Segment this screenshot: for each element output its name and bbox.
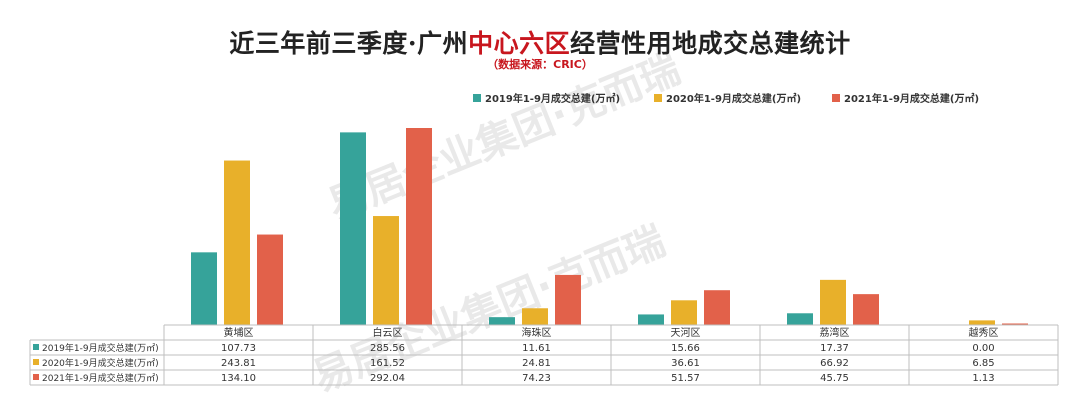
category-label: 黄埔区 [224, 326, 254, 339]
chart-title: 近三年前三季度·广州中心六区经营性用地成交总建统计 [0, 24, 1080, 60]
table-row-label: 2020年1-9月成交总建(万㎡) [42, 357, 159, 369]
bar [969, 320, 995, 325]
bar [1002, 323, 1028, 325]
data-label: 1.13 [972, 373, 994, 384]
data-table: 黄埔区 白云区 海珠区 天河区 荔湾区 越秀区 2019年1-9月成交总建(万㎡) 107.7… [29, 324, 1059, 386]
category-label: 荔湾区 [820, 326, 850, 339]
bar [787, 313, 813, 325]
data-label: 0.00 [972, 343, 994, 354]
table-row-label: 2021年1-9月成交总建(万㎡) [42, 372, 159, 384]
data-label: 161.52 [370, 358, 405, 369]
data-label: 36.61 [671, 358, 700, 369]
legend-swatch [473, 94, 481, 102]
data-label: 66.92 [820, 358, 849, 369]
bar [555, 274, 581, 325]
data-label: 45.75 [820, 373, 849, 384]
data-label: 134.10 [221, 373, 256, 384]
data-label: 17.37 [820, 343, 849, 354]
legend-label: 2020年1-9月成交总建(万㎡) [666, 92, 801, 105]
bar [406, 128, 432, 325]
data-label: 51.57 [671, 373, 700, 384]
bar [671, 300, 697, 325]
category-label: 海珠区 [522, 326, 552, 339]
data-label: 285.56 [370, 343, 405, 354]
bar [522, 308, 548, 325]
data-label: 74.23 [522, 373, 551, 384]
bars [191, 128, 1028, 325]
table-legend-swatch [33, 359, 39, 365]
data-label: 24.81 [522, 358, 551, 369]
title-prefix: 近三年前三季度·广州 [229, 29, 469, 58]
legend-swatch [832, 94, 840, 102]
category-label: 白云区 [373, 326, 403, 339]
bar [373, 216, 399, 325]
data-label: 292.04 [370, 373, 405, 384]
table-legend-swatch [33, 374, 39, 380]
legend: 2019年1-9月成交总建(万㎡) 2020年1-9月成交总建(万㎡) 2021年1… [473, 92, 979, 105]
data-label: 107.73 [221, 343, 256, 354]
bar [638, 314, 664, 325]
bar [704, 290, 730, 325]
chart-subtitle: （数据来源：CRIC） [487, 58, 593, 71]
bar [489, 317, 515, 325]
category-label: 越秀区 [969, 326, 999, 339]
title-suffix: 经营性用地成交总建统计 [570, 29, 851, 58]
legend-label: 2019年1-9月成交总建(万㎡) [485, 92, 620, 105]
title-highlight: 中心六区 [468, 29, 571, 58]
bar [340, 132, 366, 325]
data-label: 243.81 [221, 358, 256, 369]
bar [853, 294, 879, 325]
bar [224, 160, 250, 325]
data-label: 11.61 [522, 343, 551, 354]
data-label: 6.85 [972, 358, 994, 369]
category-label: 天河区 [671, 327, 701, 339]
watermark-text: 易居企业集团·克而瑞 [322, 46, 687, 229]
legend-label: 2021年1-9月成交总建(万㎡) [844, 92, 979, 105]
bar [820, 279, 846, 325]
bar [191, 252, 217, 325]
legend-swatch [654, 94, 662, 102]
table-row-label: 2019年1-9月成交总建(万㎡) [42, 342, 159, 354]
table-legend-swatch [33, 344, 39, 350]
bar [257, 234, 283, 325]
data-label: 15.66 [671, 343, 700, 354]
